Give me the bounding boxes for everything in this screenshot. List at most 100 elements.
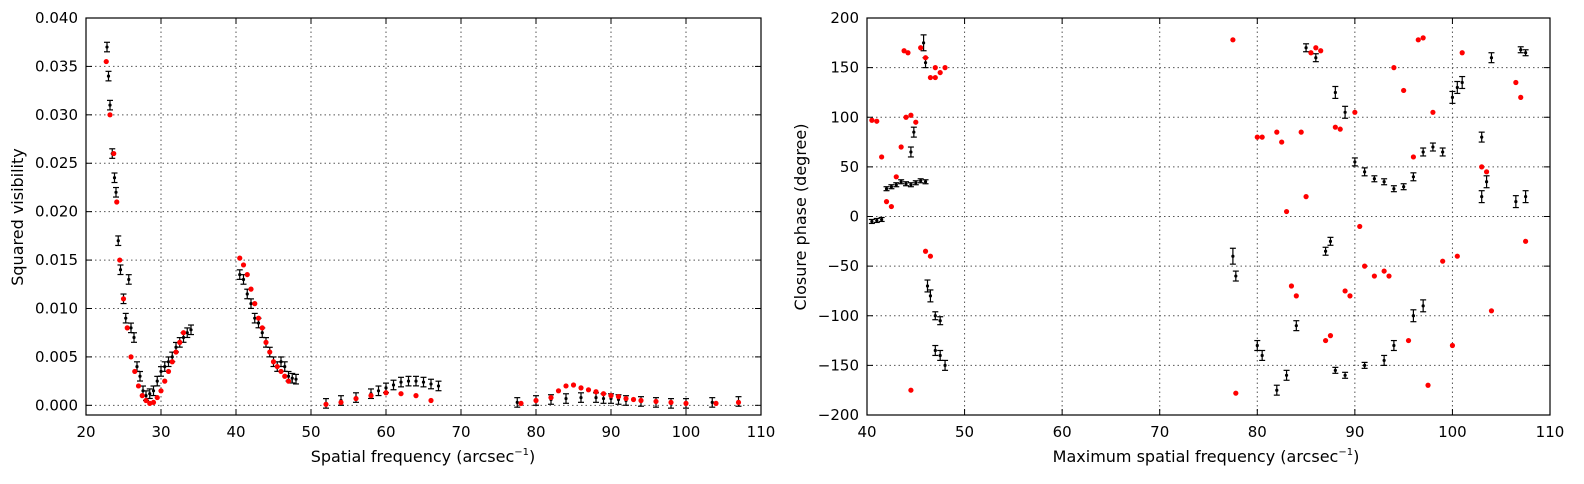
visibility-model-point: [600, 391, 607, 397]
closure-phase-observed-point: [1478, 131, 1485, 143]
closure-phase-observed-point: [1327, 236, 1334, 246]
closure-phase-observed-point: [1454, 80, 1461, 95]
visibility-model-point: [111, 150, 117, 157]
visibility-model-point: [383, 390, 389, 396]
visibility-model-point: [623, 395, 629, 402]
visibility-model-point: [555, 388, 562, 394]
visibility-observed-point: [146, 388, 153, 400]
visibility-observed-point: [293, 373, 299, 385]
closure-phase-observed-point: [903, 181, 910, 187]
closure-phase-model-point: [1283, 208, 1290, 215]
closure-phase-model-point: [1386, 273, 1392, 279]
visibility-model-point: [570, 382, 577, 388]
visibility-observed-point: [158, 366, 164, 377]
visibility-model-point: [353, 395, 359, 402]
closure-phase-observed-point: [1420, 299, 1427, 313]
closure-phase-model-point: [1405, 337, 1412, 344]
closure-phase-observed-point: [1478, 190, 1485, 204]
closure-phase-observed-point: [932, 344, 939, 357]
closure-phase-observed-point: [878, 216, 885, 223]
closure-phase-model-point: [922, 55, 929, 61]
visibility-y-tick-label: 0.030: [35, 106, 78, 124]
closure-phase-observed-point: [1390, 339, 1397, 352]
closure-phase-observed-point: [1229, 247, 1236, 265]
visibility-model-point: [274, 363, 280, 370]
closure-phase-model-point: [905, 50, 911, 56]
closure-phase-observed-point: [920, 34, 927, 52]
closure-phase-observed-point: [1410, 172, 1417, 182]
visibility-model-point: [259, 325, 265, 331]
closure-phase-model-point: [1274, 129, 1280, 135]
visibility-model-point: [270, 359, 277, 365]
closure-phase-model-point: [1298, 129, 1304, 135]
closure-phase-observed-point: [868, 218, 875, 225]
closure-phase-model-point: [908, 112, 914, 118]
visibility-model-point: [563, 383, 569, 389]
closure-phase-model-point: [937, 69, 943, 76]
visibility-observed-point: [514, 397, 521, 408]
visibility-y-tick-label: 0.010: [35, 299, 78, 317]
visibility-model-point: [173, 349, 179, 355]
visibility-observed-point: [150, 385, 157, 397]
closure-phase-x-tick-label: 40: [857, 423, 876, 441]
closure-phase-observed-point: [1522, 190, 1529, 204]
closure-phase-observed-point: [1254, 339, 1261, 352]
closure-phase-model-point: [1425, 382, 1431, 388]
closure-phase-observed-point: [1293, 320, 1300, 332]
closure-phase-observed-point: [898, 179, 905, 185]
visibility-observed-point: [251, 312, 258, 324]
visibility-y-tick-label: 0.040: [35, 9, 78, 27]
closure-phase-observed-point: [942, 359, 949, 371]
visibility-model-point: [638, 397, 644, 404]
closure-phase-observed-point: [1420, 147, 1427, 157]
closure-phase-x-tick-label: 60: [1053, 423, 1072, 441]
closure-phase-model-point: [1415, 37, 1421, 43]
visibility-observed-point: [154, 375, 161, 387]
closure-phase-observed-point: [873, 217, 880, 224]
visibility-model-point: [518, 400, 524, 406]
visibility-model-point: [593, 389, 599, 395]
visibility-model-point: [578, 385, 584, 391]
visibility-model-point: [150, 399, 157, 406]
visibility-model-point: [653, 398, 659, 405]
visibility-observed-point: [398, 376, 404, 388]
closure-phase-observed-point: [1429, 142, 1436, 152]
closure-phase-model-point: [1279, 139, 1285, 145]
closure-phase-y-tick-label: −50: [827, 257, 859, 275]
visibility-y-tick-label: 0.015: [35, 251, 78, 269]
visibility-x-tick-label: 50: [301, 423, 320, 441]
closure-phase-observed-point: [932, 311, 939, 321]
visibility-observed-point: [137, 370, 143, 382]
closure-phase-y-tick-label: −100: [818, 307, 859, 325]
closure-phase-x-tick-label: 90: [1345, 423, 1364, 441]
closure-phase-observed-point: [1488, 52, 1495, 64]
closure-phase-observed-point: [1449, 90, 1456, 104]
visibility-model-point: [107, 112, 113, 118]
visibility-observed-point: [122, 312, 129, 324]
visibility-model-point: [585, 387, 592, 393]
closure-phase-model-point: [1440, 258, 1446, 264]
closure-phase-model-point: [1420, 35, 1426, 41]
closure-phase-y-tick-label: 100: [830, 108, 859, 126]
closure-phase-y-tick-label: 0: [849, 208, 859, 226]
visibility-x-tick-label: 20: [76, 423, 95, 441]
closure-phase-observed-point: [1232, 270, 1239, 282]
closure-phase-y-tick-label: −150: [818, 356, 859, 374]
closure-phase-observed-point: [1332, 85, 1339, 99]
visibility-observed-point: [165, 356, 172, 368]
closure-phase-model-point: [903, 114, 909, 120]
visibility-model-point: [548, 394, 554, 401]
visibility-x-tick-label: 40: [226, 423, 245, 441]
closure-phase-model-point: [869, 117, 875, 123]
visibility-model-point: [255, 315, 262, 321]
closure-phase-model-point: [1513, 79, 1519, 86]
closure-phase-observed-point: [1322, 246, 1329, 256]
closure-phase-model-point: [1459, 50, 1465, 56]
visibility-observed-point: [113, 186, 119, 198]
visibility-model-point: [165, 368, 172, 375]
closure-phase-observed-point: [1371, 175, 1378, 183]
visibility-observed-point: [125, 274, 132, 285]
visibility-model-point: [124, 325, 130, 331]
visibility-model-point: [267, 349, 273, 355]
